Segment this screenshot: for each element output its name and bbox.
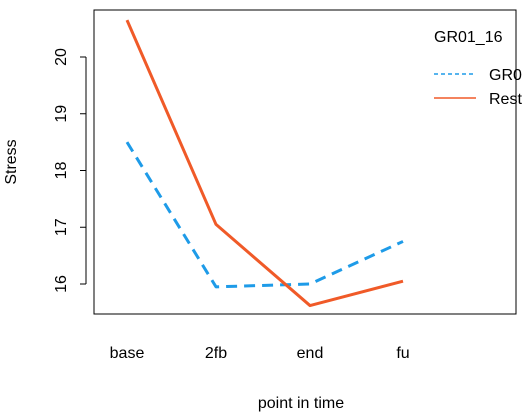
x-tick-label: end — [297, 345, 324, 362]
x-tick-label: 2fb — [205, 345, 227, 362]
series-line-gr0 — [125, 141, 404, 289]
series-line-rest — [125, 19, 404, 308]
y-tick-label: 18 — [53, 162, 70, 180]
legend-title: GR01_16 — [434, 29, 503, 46]
series-lines — [125, 19, 404, 308]
x-tick-labels: base 2fb end fu — [110, 345, 410, 362]
legend-label-gr0: GR0 — [489, 67, 522, 84]
plot-frame — [93, 9, 517, 315]
y-tick-label: 17 — [53, 218, 70, 236]
legend-label-rest: Rest — [489, 91, 522, 108]
x-tick-label: base — [110, 345, 145, 362]
y-axis-label: Stress — [3, 139, 20, 184]
y-tick-label: 20 — [53, 48, 70, 66]
legend: GR01_16 GR0 Rest — [434, 29, 522, 108]
y-axis: 16 17 18 19 20 — [53, 48, 87, 293]
x-tick-label: fu — [396, 345, 409, 362]
y-tick-label: 16 — [53, 275, 70, 293]
x-axis-label: point in time — [258, 395, 344, 412]
y-tick-label: 19 — [53, 105, 70, 123]
